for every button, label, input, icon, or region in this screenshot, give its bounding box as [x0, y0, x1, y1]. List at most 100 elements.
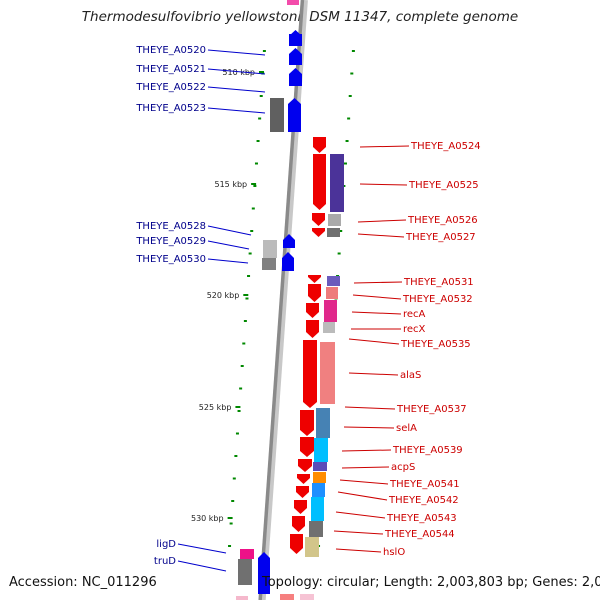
gene-category-bar[interactable]: [311, 497, 324, 521]
gene-label-connector: [333, 530, 384, 535]
gene-label-THEYE_A0525[interactable]: THEYE_A0525: [408, 180, 479, 191]
forward-gene-arrow[interactable]: [306, 303, 319, 318]
tick-mark: [231, 500, 235, 502]
gene-category-bar[interactable]: [289, 34, 302, 46]
genome-info-text: Topology: circular; Length: 2,003,803 bp…: [262, 575, 600, 590]
gene-label-THEYE_A0539[interactable]: THEYE_A0539: [392, 445, 463, 456]
gene-label-THEYE_A0544[interactable]: THEYE_A0544: [384, 529, 455, 540]
gene-label-connector: [335, 511, 386, 519]
forward-gene-arrow[interactable]: [292, 516, 305, 532]
gene-category-bar[interactable]: [238, 559, 252, 585]
tick-mark: [251, 207, 255, 210]
gene-category-bar[interactable]: [312, 483, 325, 497]
gene-label-alaS[interactable]: alaS: [400, 370, 421, 381]
gene-category-bar[interactable]: [305, 537, 319, 557]
gene-fragment-top: [287, 0, 299, 5]
gene-label-hslO[interactable]: hslO: [383, 547, 405, 558]
gene-category-bar[interactable]: [323, 322, 335, 333]
scale-label: 525 kbp: [199, 403, 232, 412]
gene-label-connector: [335, 548, 382, 553]
gene-label-recA[interactable]: recA: [403, 309, 426, 320]
forward-gene-arrow[interactable]: [312, 228, 325, 237]
forward-gene-arrow[interactable]: [303, 340, 317, 408]
gene-label-connector: [207, 49, 266, 56]
gene-label-THEYE_A0541[interactable]: THEYE_A0541: [389, 479, 460, 490]
gene-category-bar[interactable]: [313, 462, 327, 471]
reverse-gene-arrow[interactable]: [289, 48, 302, 65]
gene-label-THEYE_A0529[interactable]: THEYE_A0529: [135, 236, 206, 247]
forward-gene-arrow[interactable]: [300, 410, 314, 436]
tick-mark: [254, 162, 258, 165]
gene-category-bar[interactable]: [270, 98, 284, 132]
reverse-gene-arrow[interactable]: [289, 68, 302, 86]
reverse-gene-arrow[interactable]: [288, 98, 301, 132]
tick-mark: [234, 455, 238, 457]
gene-label-THEYE_A0543[interactable]: THEYE_A0543: [386, 513, 457, 524]
forward-gene-arrow[interactable]: [308, 284, 321, 302]
gene-category-bar[interactable]: [314, 438, 328, 462]
tick-mark: [262, 50, 266, 52]
gene-label-acpS[interactable]: acpS: [391, 462, 415, 473]
gene-label-THEYE_A0542[interactable]: THEYE_A0542: [388, 495, 459, 506]
scale-label: 510 kbp: [222, 68, 255, 77]
tick-mark: [228, 545, 232, 547]
gene-label-connector: [207, 240, 250, 250]
tick-mark: [259, 95, 263, 97]
gene-category-bar[interactable]: [309, 521, 323, 537]
gene-label-THEYE_A0532[interactable]: THEYE_A0532: [402, 294, 473, 305]
accession-text: Accession: NC_011296: [9, 575, 157, 590]
gene-category-bar[interactable]: [262, 258, 276, 270]
gene-label-THEYE_A0527[interactable]: THEYE_A0527: [405, 232, 476, 243]
gene-category-bar[interactable]: [263, 240, 277, 258]
gene-label-connector: [344, 406, 396, 410]
reverse-gene-arrow[interactable]: [282, 252, 294, 271]
gene-label-THEYE_A0531[interactable]: THEYE_A0531: [403, 277, 474, 288]
forward-gene-arrow[interactable]: [290, 534, 303, 554]
gene-label-connector: [359, 145, 410, 148]
forward-gene-arrow[interactable]: [306, 320, 319, 338]
tick-mark: [256, 140, 260, 142]
gene-label-THEYE_A0524[interactable]: THEYE_A0524: [410, 141, 481, 152]
reverse-gene-arrow[interactable]: [258, 552, 270, 594]
gene-label-THEYE_A0537[interactable]: THEYE_A0537: [396, 404, 467, 415]
gene-label-connector: [352, 294, 402, 300]
gene-label-truD[interactable]: truD: [154, 556, 176, 567]
forward-gene-arrow[interactable]: [313, 137, 326, 153]
reverse-gene-arrow[interactable]: [283, 234, 295, 248]
forward-gene-arrow[interactable]: [308, 275, 321, 283]
gene-category-bar[interactable]: [324, 300, 337, 322]
gene-category-bar[interactable]: [327, 228, 340, 237]
gene-label-THEYE_A0530[interactable]: THEYE_A0530: [135, 254, 206, 265]
forward-gene-arrow[interactable]: [312, 213, 325, 226]
gene-label-THEYE_A0523[interactable]: THEYE_A0523: [135, 103, 206, 114]
gene-label-connector: [357, 233, 405, 238]
tick-mark: [229, 522, 233, 525]
gene-label-ligD[interactable]: ligD: [156, 539, 176, 550]
forward-gene-arrow[interactable]: [297, 474, 310, 484]
gene-category-bar[interactable]: [327, 276, 340, 286]
tick-mark: [243, 320, 247, 322]
gene-label-THEYE_A0520[interactable]: THEYE_A0520: [135, 45, 206, 56]
tick-mark: [343, 162, 347, 165]
gene-label-THEYE_A0521[interactable]: THEYE_A0521: [135, 64, 206, 75]
gene-label-selA[interactable]: selA: [396, 423, 417, 434]
gene-category-bar[interactable]: [240, 549, 254, 559]
gene-category-bar[interactable]: [326, 287, 338, 299]
gene-category-bar[interactable]: [316, 408, 330, 438]
gene-category-bar[interactable]: [330, 154, 344, 212]
gene-label-THEYE_A0535[interactable]: THEYE_A0535: [400, 339, 471, 350]
forward-gene-arrow[interactable]: [298, 459, 312, 472]
gene-label-THEYE_A0526[interactable]: THEYE_A0526: [407, 215, 478, 226]
forward-gene-arrow[interactable]: [300, 437, 314, 457]
gene-label-THEYE_A0528[interactable]: THEYE_A0528: [135, 221, 206, 232]
forward-gene-arrow[interactable]: [296, 486, 309, 498]
forward-gene-arrow[interactable]: [313, 154, 326, 210]
gene-label-THEYE_A0522[interactable]: THEYE_A0522: [135, 82, 206, 93]
gene-category-bar[interactable]: [320, 342, 335, 404]
forward-gene-arrow[interactable]: [294, 500, 307, 514]
gene-category-bar[interactable]: [328, 214, 341, 226]
gene-label-recX[interactable]: recX: [403, 324, 426, 335]
gene-label-connector: [357, 219, 407, 223]
gene-category-bar[interactable]: [313, 472, 326, 483]
